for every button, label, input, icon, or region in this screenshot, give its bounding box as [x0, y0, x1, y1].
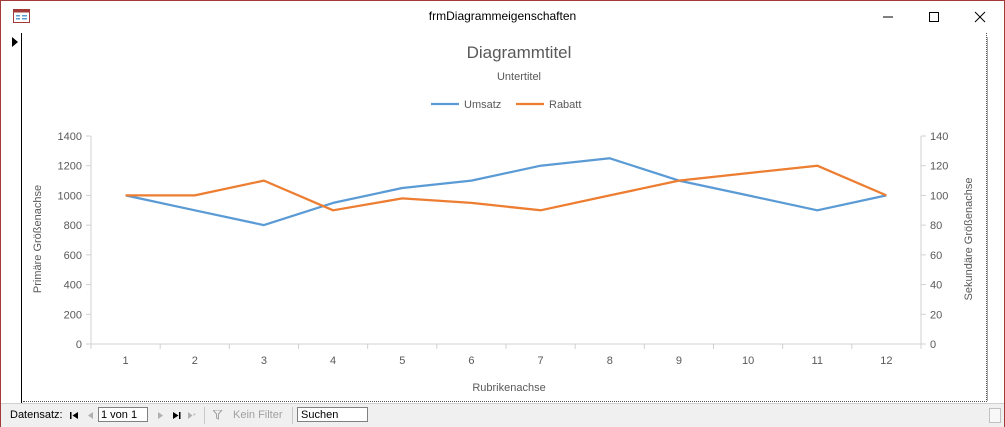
- chart-title: Diagrammtitel: [467, 43, 572, 62]
- record-label: Datensatz:: [10, 409, 63, 421]
- x-tick-label: 6: [468, 355, 474, 367]
- y-tick-label-primary: 400: [64, 280, 82, 292]
- x-tick-label: 8: [607, 355, 613, 367]
- x-tick-label: 10: [742, 355, 754, 367]
- y-tick-label-primary: 600: [64, 250, 82, 262]
- x-tick-label: 9: [676, 355, 682, 367]
- x-tick-label: 2: [192, 355, 198, 367]
- chart-plot-area: [125, 157, 887, 227]
- y-tick-label-secondary: 20: [930, 309, 942, 321]
- first-record-icon: [69, 411, 78, 419]
- x-tick-label: 4: [330, 355, 336, 367]
- x-axis-title: Rubrikenachse: [472, 382, 545, 394]
- search-input[interactable]: Suchen: [297, 407, 368, 422]
- chart-axes: 0 200 400 600 800 1000 1200 1400 0 20 40 60 80 100 120…: [58, 131, 949, 367]
- close-icon: [974, 11, 986, 23]
- y-axis-title-primary: Primäre Größenachse: [32, 185, 44, 293]
- separator: [204, 407, 205, 424]
- close-button[interactable]: [957, 1, 1003, 33]
- y-tick-label-primary: 0: [76, 339, 82, 351]
- next-record-button[interactable]: [153, 408, 167, 422]
- y-tick-label-primary: 1200: [58, 161, 82, 173]
- y-tick-label-secondary: 40: [930, 280, 942, 292]
- last-record-icon: [172, 411, 180, 419]
- x-tick-label: 1: [123, 355, 129, 367]
- current-record-arrow-icon: [12, 37, 18, 47]
- form-detail-section: [23, 33, 987, 402]
- y-tick-label-secondary: 100: [930, 190, 948, 202]
- form-icon[interactable]: [13, 9, 30, 23]
- y-tick-label-primary: 1000: [58, 190, 82, 202]
- y-axis-title-secondary: Sekundäre Größenachse: [963, 178, 975, 301]
- scrollbar-stub[interactable]: [989, 408, 1001, 423]
- current-record-field[interactable]: 1 von 1: [98, 407, 148, 422]
- legend-label-umsatz: Umsatz: [464, 99, 501, 111]
- previous-record-button[interactable]: [83, 408, 97, 422]
- record-selector[interactable]: [1, 33, 22, 403]
- y-tick-label-secondary: 80: [930, 220, 942, 232]
- line-chart[interactable]: Diagrammtitel Untertitel Umsatz Rabatt 0 2…: [23, 33, 983, 401]
- filter-status[interactable]: Kein Filter: [233, 409, 283, 421]
- title-bar: frmDiagrammeigenschaften: [1, 1, 1004, 33]
- last-record-button[interactable]: [169, 408, 183, 422]
- new-record-icon: *: [187, 411, 196, 420]
- form-edge-line: [987, 37, 988, 401]
- previous-record-icon: [87, 411, 93, 419]
- y-tick-label-secondary: 0: [930, 339, 936, 351]
- x-tick-label: 7: [538, 355, 544, 367]
- series-line-umsatz: [125, 157, 887, 227]
- filter-icon: [213, 410, 223, 420]
- y-tick-label-primary: 800: [64, 220, 82, 232]
- x-tick-label: 12: [880, 355, 892, 367]
- chart-subtitle: Untertitel: [497, 71, 541, 83]
- chart-legend: Umsatz Rabatt: [431, 99, 581, 111]
- x-tick-label: 3: [261, 355, 267, 367]
- y-tick-label-secondary: 60: [930, 250, 942, 262]
- y-tick-label-primary: 1400: [58, 131, 82, 143]
- minimize-button[interactable]: [865, 1, 911, 33]
- next-record-icon: [157, 411, 163, 419]
- legend-label-rabatt: Rabatt: [549, 99, 581, 111]
- series-line-rabatt: [125, 164, 887, 212]
- new-record-button[interactable]: *: [185, 408, 199, 422]
- maximize-icon: [929, 12, 939, 22]
- maximize-button[interactable]: [911, 1, 957, 33]
- svg-text:*: *: [193, 413, 196, 420]
- minimize-icon: [883, 16, 893, 18]
- x-tick-label: 11: [812, 355, 823, 367]
- y-tick-label-secondary: 120: [930, 161, 948, 173]
- first-record-button[interactable]: [67, 408, 81, 422]
- window-title: frmDiagrammeigenschaften: [428, 9, 577, 23]
- y-tick-label-secondary: 140: [930, 131, 948, 143]
- record-navigation-bar: Datensatz: 1 von 1 * Kein Filter Suchen: [1, 403, 1004, 427]
- x-tick-label: 5: [399, 355, 405, 367]
- y-tick-label-primary: 200: [64, 309, 82, 321]
- separator: [292, 407, 293, 424]
